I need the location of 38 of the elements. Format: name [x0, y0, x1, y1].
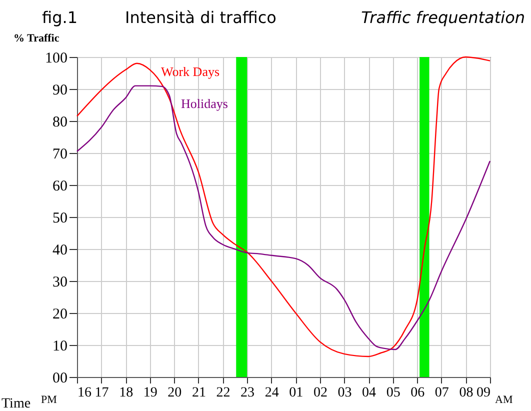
caption: fig.1: [42, 8, 78, 27]
y-tick-label: 90: [52, 82, 68, 98]
x-tick-label: 20: [168, 386, 182, 400]
x-tick-label: 08: [459, 386, 474, 400]
x-tick-label: 19: [143, 386, 158, 400]
chart-title: Intensità di traffico: [125, 8, 276, 27]
y-tick-label: 100: [45, 50, 68, 66]
x-tick-label: 05: [386, 386, 400, 400]
text: AM: [495, 394, 513, 406]
y-tick-label: 70: [52, 146, 68, 162]
x-tick-label: 21: [192, 386, 206, 400]
y-axis-title: % Traffic: [14, 32, 60, 44]
y-tick-label: 60: [52, 178, 68, 194]
chart-subtitle: Traffic frequentation: [361, 8, 525, 27]
x-tick-label: 01: [289, 386, 304, 400]
y-tick-label: 30: [52, 274, 68, 290]
text: PM: [41, 394, 57, 406]
x-tick-label: 16: [78, 386, 92, 400]
x-tick-label: 18: [119, 386, 134, 400]
y-tick-label: 20: [52, 306, 68, 322]
y-tick-label: 10: [52, 338, 68, 354]
x-tick-label: 04: [362, 386, 376, 400]
x-tick-label: 24: [264, 386, 279, 400]
x-tick-label: 07: [434, 386, 449, 400]
x-tick-label: 09: [476, 386, 490, 400]
x-tick-label: 23: [240, 386, 255, 400]
y-tick-label: 00: [52, 370, 68, 386]
y-tick-label: 40: [52, 242, 68, 258]
x-tick-label: 22: [216, 386, 230, 400]
y-tick-label: 80: [52, 114, 68, 130]
x-tick-label: 17: [94, 386, 109, 400]
x-tick-label: 06: [410, 386, 425, 400]
series-label: Work Days: [161, 64, 220, 79]
x-axis-title: Time: [2, 396, 31, 411]
x-tick-label: 02: [313, 386, 328, 400]
y-tick-label: 50: [52, 210, 68, 226]
series-label: Holidays: [181, 96, 228, 111]
x-tick-label: 03: [338, 386, 352, 400]
